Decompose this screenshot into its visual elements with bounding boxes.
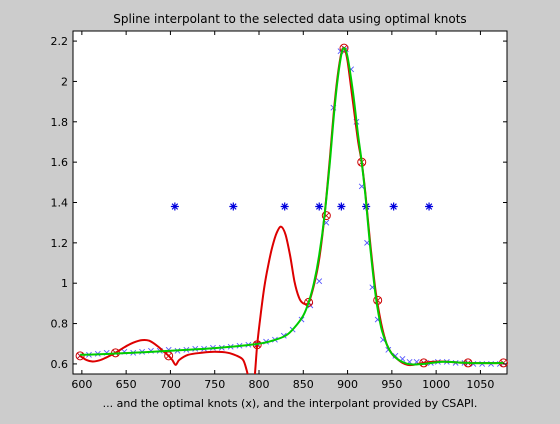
y-tick-label: 2 [61,75,68,88]
selected-point-circle [304,297,314,307]
y-tick-label: 1.4 [51,197,69,210]
knot-star [425,202,434,211]
x-tick-label: 850 [293,378,314,391]
x-tick-label: 1050 [466,378,494,391]
x-axis-label: ... and the optimal knots (x), and the i… [103,397,478,410]
data-point-x [316,278,323,285]
knot-star [170,202,179,211]
selected-point-circle [321,211,331,221]
series-line-optimal [80,47,504,366]
x-tick-label: 700 [160,378,181,391]
knot-star [337,202,346,211]
x-tick-label: 600 [71,378,92,391]
x-tick-label: 1000 [422,378,450,391]
selected-point-circle [339,43,349,53]
chart-marks [75,43,508,374]
x-tick-label: 950 [381,378,402,391]
axis-ticks: 600 650 700 750 800 850 900 950 1000 1050 0.6 0.8 1 1… [51,31,507,391]
y-tick-label: 1.2 [51,237,69,250]
x-tick-label: 800 [249,378,270,391]
y-tick-label: 0.8 [51,318,69,331]
x-tick-label: 750 [204,378,225,391]
chart-title: Spline interpolant to the selected data … [113,12,466,26]
y-tick-label: 1.8 [51,116,69,129]
y-tick-label: 1.6 [51,156,69,169]
y-tick-label: 0.6 [51,358,69,371]
plot-area [72,30,508,375]
knot-star [389,202,398,211]
knot-star [229,202,238,211]
x-tick-label: 650 [116,378,137,391]
y-tick-label: 2.2 [51,35,69,48]
knot-star [280,202,289,211]
y-tick-label: 1 [61,277,68,290]
knot-star [315,202,324,211]
selected-point-circle [75,351,85,361]
x-tick-label: 900 [337,378,358,391]
